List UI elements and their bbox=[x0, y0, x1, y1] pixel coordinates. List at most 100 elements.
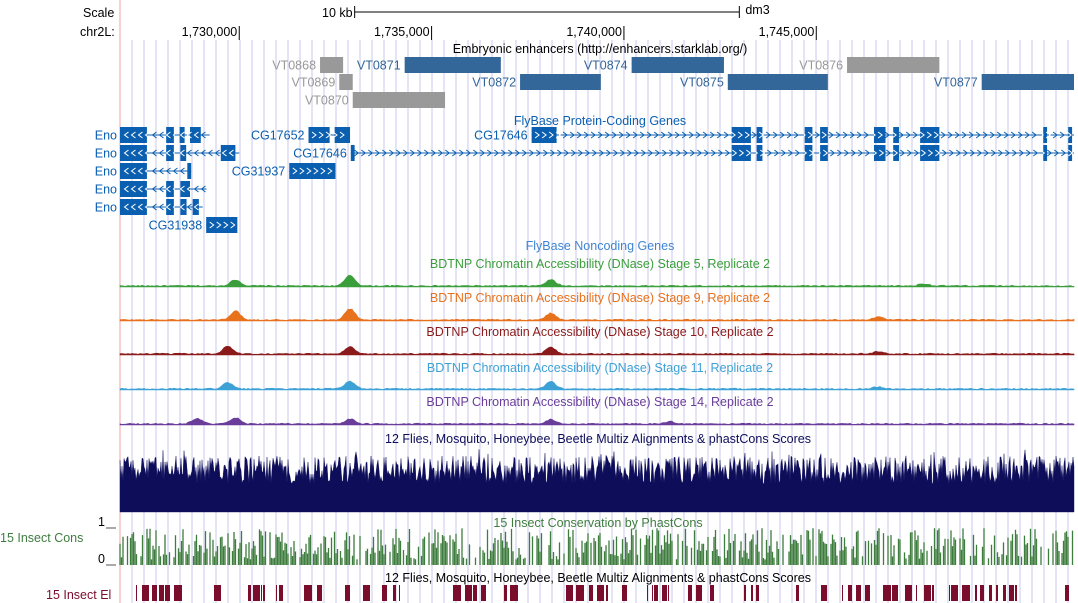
gene-exon bbox=[190, 127, 201, 143]
enhancer-label-vt0868[interactable]: VT0868 bbox=[272, 59, 316, 73]
strand-chevron bbox=[683, 149, 689, 157]
gene-label[interactable]: Eno bbox=[95, 129, 117, 143]
enhancer-feature-vt0869[interactable] bbox=[339, 74, 353, 90]
dnase-track-2[interactable]: BDTNP Chromatin Accessibility (DNase) St… bbox=[119, 291, 1075, 322]
gene-cg31938[interactable]: CG31938 bbox=[149, 217, 238, 233]
gene-cg17652[interactable]: CG17652 bbox=[251, 127, 351, 143]
enhancer-feature-vt0876[interactable] bbox=[847, 57, 940, 73]
strand-chevron bbox=[625, 131, 631, 139]
enhancer-feature-vt0877[interactable] bbox=[981, 74, 1074, 90]
gene-label[interactable]: CG31937 bbox=[232, 165, 286, 179]
strand-chevron bbox=[807, 131, 813, 139]
enhancer-label-vt0875[interactable]: VT0875 bbox=[680, 76, 724, 90]
strand-chevron bbox=[851, 149, 857, 157]
multiz-track[interactable] bbox=[119, 449, 1075, 513]
gene-exon bbox=[120, 127, 147, 143]
gene-exon bbox=[1043, 127, 1048, 143]
enhancer-feature-vt0872[interactable] bbox=[520, 74, 601, 90]
gene-eno[interactable]: Eno bbox=[95, 181, 207, 197]
dnase-track-title: BDTNP Chromatin Accessibility (DNase) St… bbox=[430, 257, 770, 271]
conserved-element bbox=[214, 585, 221, 601]
strand-chevron bbox=[424, 149, 430, 157]
dnase-track-title: BDTNP Chromatin Accessibility (DNase) St… bbox=[426, 395, 773, 409]
strand-chevron bbox=[299, 167, 305, 175]
dnase-track-5[interactable]: BDTNP Chromatin Accessibility (DNase) St… bbox=[119, 395, 1075, 426]
gene-eno[interactable]: Eno bbox=[95, 199, 203, 215]
strand-chevron bbox=[123, 149, 129, 157]
dnase-tracks[interactable]: BDTNP Chromatin Accessibility (DNase) St… bbox=[119, 257, 1075, 426]
gene-label[interactable]: Eno bbox=[95, 201, 117, 215]
strand-chevron bbox=[550, 149, 556, 157]
phastcons-side-label: 15 Insect Cons bbox=[0, 531, 83, 545]
phastcons-track[interactable] bbox=[119, 528, 1074, 565]
strand-chevron bbox=[963, 149, 969, 157]
strand-chevron bbox=[200, 185, 206, 193]
strand-chevron bbox=[172, 167, 178, 175]
ruler-track[interactable]: Scale chr2L: 10 kb dm3 1,730,000 1,735,00… bbox=[80, 3, 817, 40]
gene-cg17646[interactable]: CG17646 bbox=[293, 145, 1074, 161]
gene-label[interactable]: Eno bbox=[95, 165, 117, 179]
gene-exon bbox=[531, 127, 557, 143]
strand-chevron bbox=[667, 131, 673, 139]
enhancer-label-vt0874[interactable]: VT0874 bbox=[584, 59, 628, 73]
strand-chevron bbox=[669, 149, 675, 157]
enhancers-track-title: Embryonic enhancers (http://enhancers.st… bbox=[453, 42, 748, 56]
enhancer-label-vt0876[interactable]: VT0876 bbox=[799, 59, 843, 73]
enhancer-label-vt0872[interactable]: VT0872 bbox=[472, 76, 516, 90]
enhancer-label-vt0877[interactable]: VT0877 bbox=[934, 76, 978, 90]
gene-eno[interactable]: Eno bbox=[95, 163, 192, 179]
gene-label[interactable]: CG17646 bbox=[293, 147, 347, 161]
conserved-element bbox=[696, 585, 702, 601]
strand-chevron bbox=[739, 149, 745, 157]
gene-label[interactable]: CG17646 bbox=[474, 129, 528, 143]
enhancer-feature-vt0870[interactable] bbox=[352, 92, 446, 108]
strand-chevron bbox=[774, 149, 780, 157]
strand-chevron bbox=[695, 131, 701, 139]
enhancer-feature-vt0875[interactable] bbox=[727, 74, 828, 90]
dnase-track-1[interactable]: BDTNP Chromatin Accessibility (DNase) St… bbox=[119, 257, 1075, 288]
conserved-elements-track[interactable] bbox=[136, 585, 1069, 601]
gene-label[interactable]: Eno bbox=[95, 183, 117, 197]
gene-cg17646[interactable]: CG17646 bbox=[474, 127, 1074, 143]
conserved-element bbox=[393, 585, 396, 601]
gene-exon bbox=[873, 145, 886, 161]
strand-chevron bbox=[508, 149, 514, 157]
gene-eno[interactable]: Eno bbox=[95, 127, 210, 143]
strand-chevron bbox=[557, 149, 563, 157]
enhancer-label-vt0871[interactable]: VT0871 bbox=[357, 59, 401, 73]
strand-chevron bbox=[884, 131, 890, 139]
gene-exon bbox=[192, 199, 199, 215]
enhancer-label-vt0870[interactable]: VT0870 bbox=[305, 94, 349, 108]
gene-exon bbox=[220, 145, 236, 161]
strand-chevron bbox=[786, 131, 792, 139]
strand-chevron bbox=[816, 149, 822, 157]
strand-chevron bbox=[151, 149, 157, 157]
protein-coding-genes-track[interactable]: Eno Eno Eno Eno Eno CG31938 CG31937 CG17652 CG17… bbox=[95, 127, 1074, 233]
dnase-signal bbox=[119, 308, 1075, 322]
enhancer-feature-vt0871[interactable] bbox=[404, 57, 501, 73]
strand-chevron bbox=[158, 185, 164, 193]
strand-chevron bbox=[534, 131, 540, 139]
strand-chevron bbox=[1040, 149, 1046, 157]
strand-chevron bbox=[209, 221, 215, 229]
enhancer-label-vt0869[interactable]: VT0869 bbox=[291, 76, 335, 90]
enhancers-track[interactable]: VT0868 VT0869 VT0870 VT0871 VT0872 VT0874 VT08… bbox=[272, 57, 1074, 108]
gene-label[interactable]: CG31938 bbox=[149, 219, 203, 233]
gene-exon bbox=[166, 181, 174, 197]
strand-chevron bbox=[137, 131, 143, 139]
dnase-track-3[interactable]: BDTNP Chromatin Accessibility (DNase) St… bbox=[119, 325, 1075, 356]
scale-bar-label: 10 kb bbox=[322, 6, 353, 20]
enhancer-feature-vt0868[interactable] bbox=[320, 57, 344, 73]
strand-chevron bbox=[320, 167, 326, 175]
strand-chevron bbox=[898, 131, 904, 139]
dnase-track-4[interactable]: BDTNP Chromatin Accessibility (DNase) St… bbox=[119, 361, 1075, 391]
enhancer-feature-vt0874[interactable] bbox=[631, 57, 724, 73]
gene-label[interactable]: CG17652 bbox=[251, 129, 305, 143]
strand-chevron bbox=[809, 149, 815, 157]
gene-eno[interactable]: Eno bbox=[95, 145, 240, 161]
gene-label[interactable]: Eno bbox=[95, 147, 117, 161]
strand-chevron bbox=[1003, 131, 1009, 139]
conserved-element bbox=[962, 585, 970, 601]
gene-cg31937[interactable]: CG31937 bbox=[232, 163, 336, 179]
